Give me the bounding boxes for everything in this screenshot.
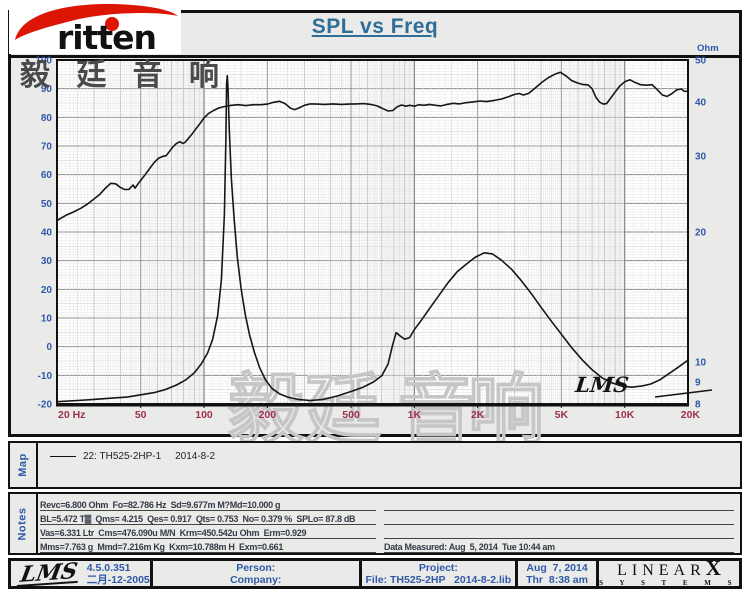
report-time: Thr 8:38 am <box>526 573 588 586</box>
note-line-empty <box>384 525 734 539</box>
map-label: Map <box>17 453 29 477</box>
note-line: Revc=6.800 Ohm Fo=82.786 Hz Sd=9.677m M?… <box>40 497 376 511</box>
file-label: File: TH525-2HP 2014-8-2.lib <box>365 573 512 586</box>
notes-columns: Revc=6.800 Ohm Fo=82.786 Hz Sd=9.677m M?… <box>38 494 740 553</box>
footer-project-cell: Project: File: TH525-2HP 2014-8-2.lib <box>358 561 515 586</box>
linearx-x: X <box>705 555 721 580</box>
notes-strip: Notes Revc=6.800 Ohm Fo=82.786 Hz Sd=9.6… <box>8 492 742 555</box>
footer-date-cell: Aug 7, 2014 Thr 8:38 am <box>515 561 596 586</box>
y-right-axis-label: Ohm <box>697 43 719 54</box>
note-line-data-measured: Data Measured: Aug 5, 2014 Tue 10:44 am <box>384 539 734 553</box>
project-label: Project: <box>418 561 458 574</box>
brand-swoosh-icon: ritten <box>15 3 178 54</box>
brand-logo: ritten <box>9 2 181 54</box>
notes-side-label-cell: Notes <box>10 494 38 553</box>
note-line: Vas=6.331 Ltr Cms=476.090u M/N Krm=450.5… <box>40 525 376 539</box>
note-line-empty <box>384 497 734 511</box>
footer-bar: LMS 4.5.0.351 二月-12-2005 Person: Company… <box>8 555 742 589</box>
map-side-label-cell: Map <box>10 443 38 487</box>
legend-row: 22: TH525-2HP-1 2014-8-2 <box>50 451 740 462</box>
notes-label: Notes <box>17 506 29 541</box>
legend-text: 22: TH525-2HP-1 2014-8-2 <box>83 451 216 462</box>
notes-column-right: Data Measured: Aug 5, 2014 Tue 10:44 am <box>384 497 734 553</box>
version-number: 4.5.0.351 <box>86 561 131 574</box>
watermark-top-text: 毅 廷 音 响 <box>20 59 229 92</box>
footer-version-cell: LMS 4.5.0.351 二月-12-2005 <box>11 557 150 588</box>
note-line: BL=5.472 T▓ Qms= 4.215 Qes= 0.917 Qts= 0… <box>40 511 376 525</box>
map-content: 22: TH525-2HP-1 2014-8-2 <box>38 443 740 487</box>
lms-logo: LMS <box>16 557 82 588</box>
chart-panel <box>8 55 742 437</box>
chart-title: SPL vs Freq <box>311 15 439 38</box>
note-line: Mms=7.763 g Mmd=7.216m Kg Kxm=10.788m H … <box>40 539 376 553</box>
notes-column-left: Revc=6.800 Ohm Fo=82.786 Hz Sd=9.677m M?… <box>40 497 376 553</box>
map-strip: Map 22: TH525-2HP-1 2014-8-2 <box>8 441 742 489</box>
company-label: Company: <box>230 573 282 586</box>
report-date: Aug 7, 2014 <box>526 561 588 574</box>
note-line-empty <box>384 511 734 525</box>
linearx-logo: LINEARX <box>617 555 721 580</box>
footer-brand-cell: LINEARX S Y S T E M S <box>596 555 739 587</box>
footer-person-cell: Person: Company: <box>149 561 359 586</box>
linearx-systems: S Y S T E M S <box>599 578 739 587</box>
version-lines: 4.5.0.351 二月-12-2005 <box>87 562 150 586</box>
person-label: Person: <box>236 561 276 574</box>
legend-line-swatch <box>50 456 76 457</box>
brand-logo-text: ritten <box>57 18 156 54</box>
version-date: 二月-12-2005 <box>86 573 150 586</box>
